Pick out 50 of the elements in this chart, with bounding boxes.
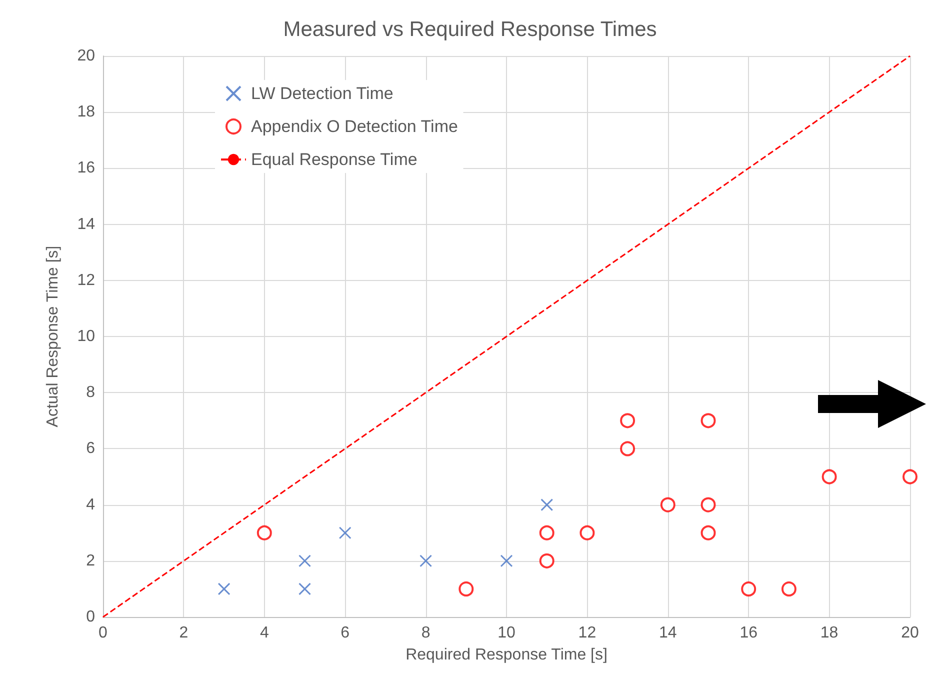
- point: [218, 582, 230, 596]
- x-axis-title: Required Response Time [s]: [406, 646, 608, 664]
- x-tick-label: 8: [421, 624, 430, 642]
- point: [540, 498, 554, 512]
- legend-label: Equal Response Time: [251, 150, 418, 169]
- x-tick-label: 20: [901, 624, 919, 642]
- point: [420, 554, 432, 568]
- point: [620, 413, 636, 428]
- y-tick-label: 18: [77, 104, 96, 121]
- point: [660, 497, 676, 512]
- point: [700, 525, 716, 540]
- chart-title: Measured vs Required Response Times: [283, 18, 657, 41]
- x-tick-label: 2: [179, 624, 188, 642]
- point: [781, 581, 796, 596]
- legend-label: LW Detection Time: [251, 84, 394, 103]
- point: [741, 581, 756, 596]
- point: [298, 582, 311, 596]
- point: [458, 581, 474, 596]
- point: [256, 525, 272, 540]
- x-tick-label: 6: [340, 624, 350, 642]
- x-tick-label: 16: [740, 624, 758, 642]
- legend-label: Appendix O Detection Time: [251, 117, 458, 136]
- x-tick-label: 4: [260, 624, 269, 642]
- point: [700, 413, 716, 428]
- x-tick-label: 18: [820, 624, 838, 642]
- x-tick-label: 14: [659, 624, 677, 642]
- point: [500, 554, 513, 568]
- y-tick-label: 2: [86, 552, 96, 570]
- y-tick-label: 8: [86, 384, 96, 402]
- y-tick-label: 4: [86, 496, 96, 514]
- point: [902, 469, 918, 484]
- point: [620, 441, 636, 456]
- point: [298, 554, 311, 568]
- y-tick-label: 0: [86, 608, 96, 626]
- x-tick-label: 0: [98, 624, 108, 642]
- y-tick-label: 6: [86, 440, 96, 458]
- x-tick-label: 12: [578, 624, 596, 642]
- y-axis-title: Actual Response Time [s]: [44, 246, 62, 428]
- point: [539, 525, 554, 540]
- point: [580, 525, 595, 540]
- point: [700, 497, 716, 512]
- point: [338, 526, 352, 540]
- y-tick-label: 14: [77, 216, 96, 233]
- point: [539, 553, 554, 568]
- point: [822, 469, 837, 484]
- y-tick-label: 20: [77, 48, 96, 64]
- y-tick-label: 12: [77, 272, 96, 289]
- y-tick-label: 16: [77, 160, 96, 177]
- y-tick-label: 10: [77, 328, 96, 345]
- x-tick-label: 10: [498, 624, 516, 642]
